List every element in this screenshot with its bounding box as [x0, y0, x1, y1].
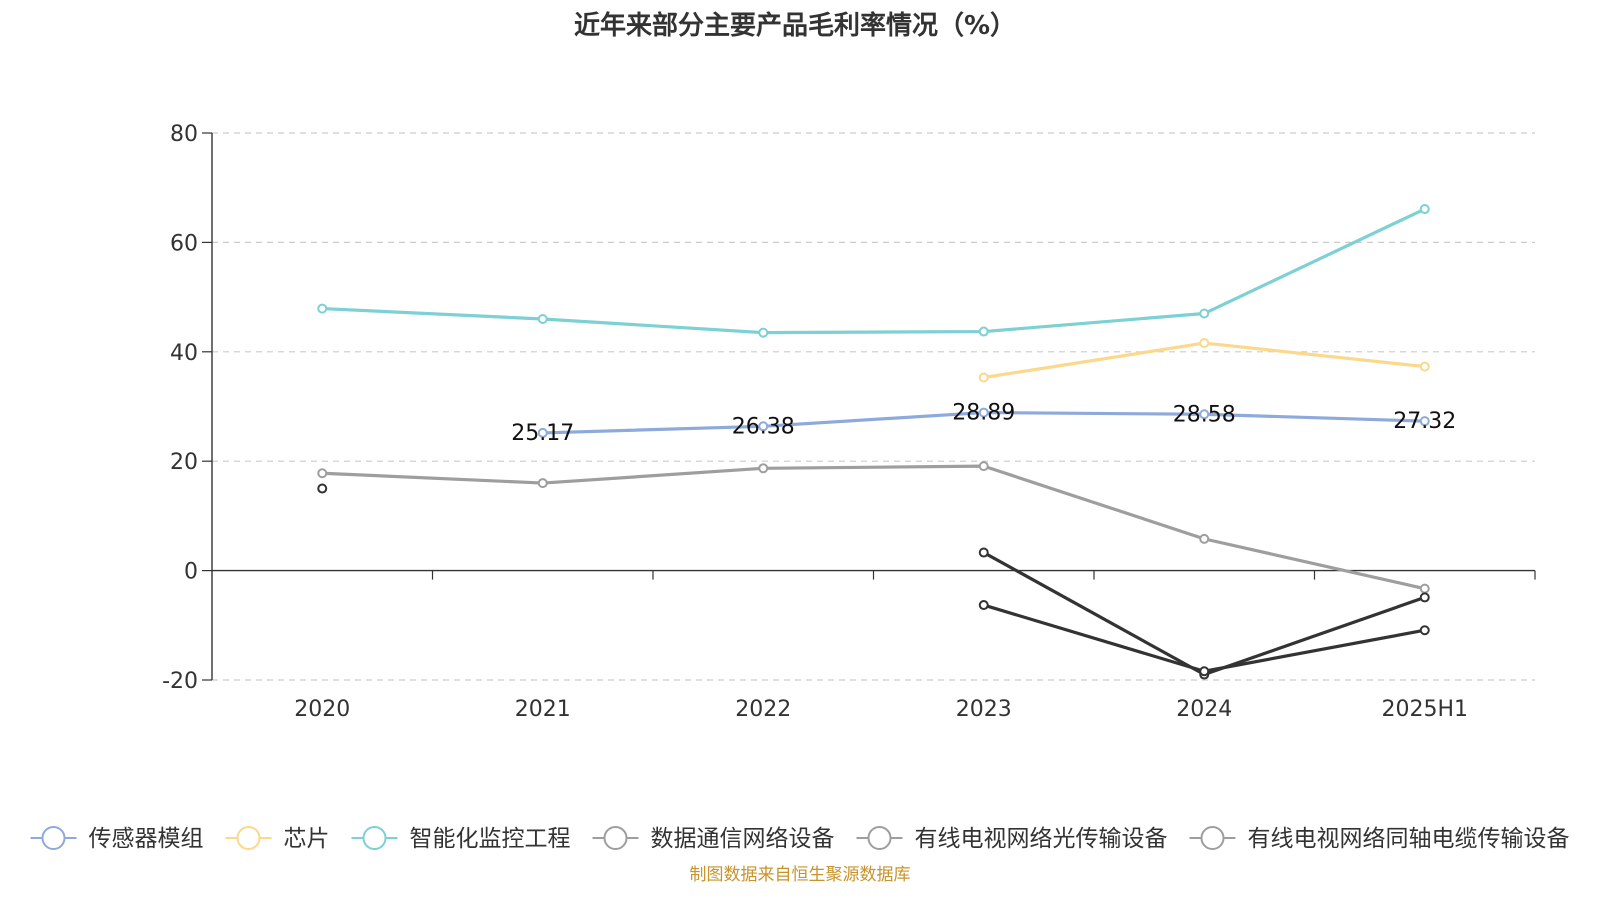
- series-5-point-4[interactable]: [1199, 666, 1210, 677]
- legend-label-0: 传感器模组: [89, 826, 204, 852]
- series-line-1: [983, 341, 1425, 380]
- series-3-point-2[interactable]: [758, 463, 769, 474]
- legend-marker-0: [41, 826, 66, 850]
- series-0-point-1[interactable]: [537, 427, 548, 438]
- legend-label-2: 智能化监控工程: [410, 826, 571, 852]
- source-note: 制图数据来自恒生聚源数据库: [690, 865, 911, 885]
- series-5-point-0[interactable]: [317, 483, 328, 494]
- series-2-point-5[interactable]: [1419, 204, 1430, 215]
- legend-item-3[interactable]: 数据通信网络设备: [592, 826, 835, 852]
- series-0-point-3[interactable]: [978, 407, 989, 418]
- series-3-point-5[interactable]: [1419, 583, 1430, 594]
- legend-label-4: 有线电视网络光传输设备: [915, 826, 1168, 852]
- series-4: [978, 547, 1430, 680]
- series-0-point-2[interactable]: [758, 421, 769, 432]
- x-tick-label-5: 2025H1: [1381, 697, 1468, 722]
- legend-label-1: 芯片: [284, 826, 330, 852]
- legend-label-3: 数据通信网络设备: [651, 826, 835, 852]
- data-label-0-4: 28.58: [1173, 402, 1236, 427]
- series-2: [317, 204, 1430, 338]
- data-label-0-2: 26.38: [732, 414, 795, 439]
- legend-marker-2: [362, 826, 387, 850]
- data-label-0-3: 28.89: [952, 401, 1015, 426]
- axes: -20 0 20 40 60 80 2020 2021 2022 2023 2024 2025H1: [162, 122, 1536, 722]
- series-3-point-4[interactable]: [1199, 533, 1210, 544]
- y-tick-label-4: 60: [170, 231, 198, 256]
- grid-lines: [212, 132, 1535, 681]
- series-1-point-4[interactable]: [1199, 338, 1210, 349]
- series-5-point-5[interactable]: [1419, 625, 1430, 636]
- x-tick-label-0: 2020: [294, 697, 350, 722]
- y-tick-label-3: 40: [170, 341, 198, 366]
- chart-title: 近年来部分主要产品毛利率情况（%）: [574, 10, 1016, 41]
- series-lines: [317, 204, 1430, 680]
- series-2-point-0[interactable]: [317, 303, 328, 314]
- series-0-point-4[interactable]: [1199, 409, 1210, 420]
- data-label-0-5: 27.32: [1393, 409, 1456, 434]
- series-3-point-3[interactable]: [978, 461, 989, 472]
- series-2-point-2[interactable]: [758, 327, 769, 338]
- legend-item-1[interactable]: 芯片: [225, 826, 330, 852]
- x-tick-label-3: 2023: [956, 697, 1012, 722]
- x-tick-label-4: 2024: [1176, 697, 1232, 722]
- series-5: [317, 483, 1430, 677]
- legend-marker-1: [236, 826, 261, 850]
- legend-item-4[interactable]: 有线电视网络光传输设备: [856, 826, 1168, 852]
- series-0-point-5[interactable]: [1419, 416, 1430, 427]
- series-line-5: [983, 603, 1426, 673]
- legend-marker-5: [1200, 826, 1225, 850]
- series-3: [317, 461, 1430, 594]
- x-tick-label-1: 2021: [515, 697, 571, 722]
- series-4-point-3[interactable]: [978, 547, 989, 558]
- legend-label-5: 有线电视网络同轴电缆传输设备: [1248, 826, 1570, 852]
- series-4-point-5[interactable]: [1419, 592, 1430, 603]
- series-3-point-0[interactable]: [317, 468, 328, 479]
- data-labels: 25.17 26.38 28.89 28.58 27.32: [511, 401, 1456, 446]
- series-1-point-3[interactable]: [978, 372, 989, 383]
- series-line-2: [322, 207, 1426, 335]
- y-tick-label-2: 20: [170, 450, 198, 475]
- series-3-point-1[interactable]: [537, 478, 548, 489]
- series-line-3: [322, 464, 1426, 591]
- data-label-0-1: 25.17: [511, 421, 574, 446]
- series-2-point-1[interactable]: [537, 313, 548, 324]
- series-1-point-5[interactable]: [1419, 361, 1430, 372]
- y-tick-label-5: 80: [170, 122, 198, 147]
- legend-item-2[interactable]: 智能化监控工程: [351, 826, 571, 852]
- series-2-point-3[interactable]: [978, 326, 989, 337]
- y-tick-label-0: -20: [162, 669, 198, 694]
- series-5-point-3[interactable]: [978, 600, 989, 611]
- legend-marker-3: [603, 826, 628, 850]
- series-1: [978, 338, 1430, 383]
- series-2-point-4[interactable]: [1199, 308, 1210, 319]
- legend-item-5[interactable]: 有线电视网络同轴电缆传输设备: [1189, 826, 1570, 852]
- x-tick-label-2: 2022: [735, 697, 791, 722]
- series-0: [537, 407, 1430, 438]
- legend-item-0[interactable]: 传感器模组: [30, 826, 204, 852]
- legend[interactable]: 传感器模组 芯片 智能化监控工程 数据通信网络设备 有线电视网络光传输设备 有线电视网络同…: [30, 826, 1570, 852]
- legend-marker-4: [867, 826, 892, 850]
- y-tick-label-1: 0: [184, 560, 198, 585]
